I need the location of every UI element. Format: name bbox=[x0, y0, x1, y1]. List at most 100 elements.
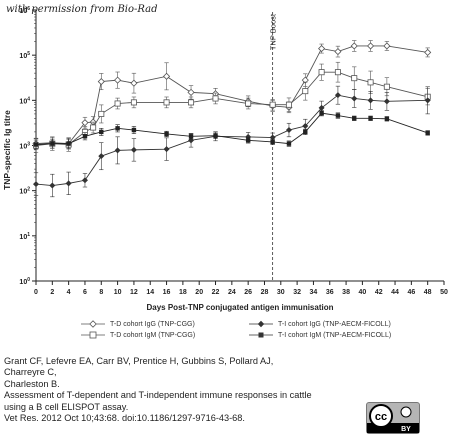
data-point bbox=[286, 141, 292, 146]
data-point bbox=[114, 147, 121, 154]
legend-label: T-D cohort IgM (TNP-CGG) bbox=[110, 331, 196, 339]
x-tick-label: 4 bbox=[67, 289, 71, 296]
data-point bbox=[269, 101, 276, 108]
data-point bbox=[49, 182, 56, 189]
citation-line: Grant CF, Lefevre EA, Carr BV, Prentice … bbox=[4, 356, 274, 366]
data-point bbox=[366, 42, 375, 50]
data-point bbox=[188, 99, 195, 106]
data-point bbox=[163, 99, 170, 106]
data-point bbox=[319, 110, 324, 116]
data-point bbox=[318, 104, 325, 111]
data-point bbox=[81, 119, 89, 127]
data-point bbox=[351, 75, 358, 82]
x-tick-label: 46 bbox=[407, 289, 415, 296]
x-tick-label: 50 bbox=[440, 289, 448, 296]
legend-marker-plus-dot bbox=[249, 320, 273, 328]
data-point bbox=[162, 72, 171, 80]
data-point bbox=[318, 45, 326, 53]
y-tick-label: 103 bbox=[19, 142, 30, 151]
data-point bbox=[188, 134, 194, 139]
citation-line: Charreyre C, bbox=[4, 367, 57, 378]
legend-marker-filled-square bbox=[249, 332, 273, 338]
data-point bbox=[115, 126, 120, 131]
x-tick-label: 36 bbox=[326, 289, 334, 296]
y-tick-label: 105 bbox=[19, 51, 30, 60]
data-point bbox=[163, 146, 170, 153]
x-tick-label: 22 bbox=[212, 289, 220, 296]
data-point bbox=[424, 97, 431, 104]
data-point bbox=[383, 42, 391, 50]
data-point bbox=[425, 130, 430, 136]
data-point bbox=[33, 181, 39, 188]
citation-line: using a B cell ELISPOT assay. bbox=[4, 401, 129, 412]
x-axis-title: Days Post-TNP conjugated antigen immunis… bbox=[147, 303, 334, 312]
data-point bbox=[131, 127, 137, 133]
legend-item-td-igm: T-D cohort IgM (TNP-CGG) bbox=[80, 331, 195, 339]
data-point bbox=[97, 78, 105, 86]
legend-item-ti-igg: T-I cohort IgG (TNP-AECM-FICOLL) bbox=[248, 320, 391, 328]
legend-marker-open-square bbox=[81, 331, 105, 339]
legend-label: T-D cohort IgG (TNP-CGG) bbox=[110, 320, 195, 328]
cc-license-icon: cc BY bbox=[367, 404, 419, 433]
legend-marker-open-diamond bbox=[81, 320, 105, 328]
data-point bbox=[130, 79, 138, 87]
y-tick-label: 104 bbox=[19, 96, 30, 105]
data-point bbox=[65, 180, 72, 187]
cc-badge-top-text: cc bbox=[375, 411, 387, 423]
data-point bbox=[98, 153, 105, 160]
x-tick-label: 20 bbox=[195, 289, 203, 296]
x-tick-label: 10 bbox=[114, 289, 122, 296]
legend-item-td-igg: T-D cohort IgG (TNP-CGG) bbox=[80, 320, 195, 328]
data-point bbox=[99, 129, 104, 135]
data-point bbox=[33, 142, 39, 147]
x-tick-label: 34 bbox=[310, 289, 318, 296]
data-point bbox=[98, 110, 105, 117]
data-point bbox=[164, 131, 169, 137]
data-point bbox=[82, 134, 88, 139]
data-point bbox=[383, 98, 390, 105]
x-tick-label: 38 bbox=[342, 289, 350, 296]
x-tick-label: 28 bbox=[261, 289, 269, 296]
x-tick-label: 24 bbox=[228, 289, 236, 296]
citation-line: Assessment of T-dependent and T-independ… bbox=[4, 390, 312, 401]
x-tick-label: 16 bbox=[163, 289, 171, 296]
data-point bbox=[383, 83, 390, 90]
data-point bbox=[351, 95, 358, 102]
x-tick-label: 18 bbox=[179, 289, 187, 296]
cc-by-license-badge: cc BY bbox=[366, 402, 420, 434]
data-point bbox=[213, 133, 218, 138]
data-point bbox=[130, 99, 137, 106]
x-tick-label: 30 bbox=[277, 289, 285, 296]
data-point bbox=[352, 116, 357, 121]
data-point bbox=[187, 88, 195, 96]
data-point bbox=[81, 177, 88, 184]
data-point bbox=[384, 116, 390, 122]
series-line bbox=[35, 112, 428, 145]
data-point bbox=[66, 141, 71, 146]
data-point bbox=[350, 42, 358, 50]
data-point bbox=[334, 92, 341, 99]
x-tick-label: 32 bbox=[293, 289, 301, 296]
data-point bbox=[302, 123, 309, 130]
y-tick-label: 101 bbox=[19, 232, 30, 241]
data-point bbox=[114, 76, 122, 84]
boost-annotation-label: TNP Boost bbox=[269, 13, 278, 50]
series-line bbox=[35, 94, 428, 186]
data-point bbox=[270, 139, 275, 145]
y-tick-label: 100 bbox=[19, 277, 30, 286]
legend-item-ti-igm: T-I cohort IgM (TNP-AECM-FICOLL) bbox=[248, 331, 391, 339]
y-tick-label: 106 bbox=[19, 6, 30, 15]
data-point bbox=[367, 79, 374, 86]
x-tick-label: 0 bbox=[34, 289, 38, 296]
x-tick-label: 26 bbox=[244, 289, 252, 296]
data-point bbox=[90, 124, 97, 131]
data-point bbox=[245, 138, 251, 143]
data-point bbox=[318, 69, 325, 76]
data-point bbox=[285, 127, 292, 134]
legend-label: T-I cohort IgM (TNP-AECM-FICOLL) bbox=[278, 331, 392, 339]
x-tick-label: 40 bbox=[359, 289, 367, 296]
citation-line: Charleston B. bbox=[4, 378, 60, 389]
x-tick-label: 42 bbox=[375, 289, 383, 296]
cc-badge-bottom-text: BY bbox=[401, 426, 411, 433]
